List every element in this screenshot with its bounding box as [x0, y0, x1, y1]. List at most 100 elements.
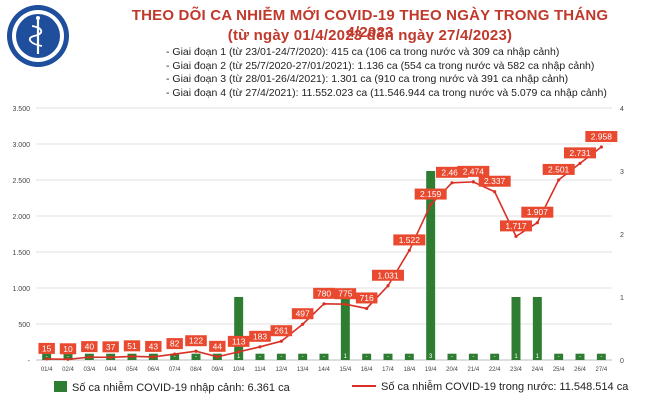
chart-subtitle: (từ ngày 01/4/2023 đến ngày 27/4/2023): [227, 27, 513, 44]
bar-imported: [319, 353, 329, 360]
bar-value-label: -: [67, 354, 69, 360]
y-tick-left: 3.000: [12, 142, 30, 149]
line-value-label: 716: [360, 293, 374, 303]
x-tick-label: 04/4: [105, 367, 117, 373]
line-value-label: 1.522: [399, 235, 421, 245]
x-tick-label: 07/4: [169, 367, 181, 373]
line-label-box: [81, 341, 98, 353]
line-label-box: [355, 292, 378, 304]
x-tick-label: 03/4: [83, 367, 95, 373]
line-point: [514, 234, 518, 238]
stage-4-text: - Giai đoạn 4 (từ 27/4/2021): 11.552.023…: [166, 86, 607, 99]
bar-imported: [511, 297, 521, 360]
legend-imported: Số ca nhiễm COVID-19 nhập cảnh: 6.361 ca: [54, 381, 290, 394]
bar-imported: [532, 297, 542, 360]
x-tick-label: 16/4: [361, 367, 373, 373]
line-label-box: [209, 340, 226, 352]
line-point: [109, 355, 113, 359]
line-label-box: [291, 308, 314, 320]
line-label-box: [334, 288, 357, 300]
bar-imported: [191, 353, 201, 360]
legend-line-swatch: [352, 385, 376, 387]
bar-imported: [554, 353, 564, 360]
line-point: [343, 302, 347, 306]
line-label-box: [521, 206, 554, 218]
bar-value-label: 1: [237, 354, 241, 360]
line-point: [535, 221, 539, 225]
stage-2-text: - Giai đoạn 2 (từ 25/7/2020-27/01/2021):…: [166, 59, 595, 72]
line-point: [130, 354, 134, 358]
bar-imported: [362, 353, 372, 360]
line-point: [301, 322, 305, 326]
y-tick-left: 1.000: [12, 286, 30, 293]
line-value-label: 82: [170, 339, 180, 349]
bar-value-label: -: [408, 354, 410, 360]
bar-imported: [63, 353, 73, 360]
bar-imported: [340, 297, 350, 360]
bar-value-label: -: [46, 354, 48, 360]
line-point: [450, 181, 454, 185]
line-point: [365, 306, 369, 311]
y-tick-left: 2.500: [12, 178, 30, 185]
line-value-label: 261: [274, 326, 288, 336]
line-point: [557, 178, 561, 182]
line-point: [429, 202, 433, 207]
line-label-box: [457, 165, 490, 177]
stage-summary: - Giai đoạn 1 (từ 23/01-24/7/2020): 415 …: [166, 46, 607, 100]
line-point: [279, 339, 283, 343]
x-tick-label: 19/4: [425, 367, 437, 373]
line-value-label: 2.337: [484, 176, 506, 186]
line-value-label: 1.717: [505, 221, 527, 231]
line-point: [471, 180, 475, 184]
line-label-box: [478, 175, 511, 187]
bar-imported: [404, 353, 414, 360]
line-point: [66, 357, 70, 361]
y-tick-right: 0: [620, 358, 624, 365]
line-label-box: [414, 188, 447, 200]
line-value-label: 2.958: [591, 132, 613, 142]
bar-value-label: -: [600, 354, 602, 360]
bar-imported: [468, 353, 478, 360]
line-label-box: [372, 269, 404, 281]
line-point: [237, 350, 241, 354]
x-tick-label: 23/4: [510, 367, 522, 373]
x-tick-label: 18/4: [403, 367, 415, 373]
x-tick-label: 14/4: [318, 367, 330, 373]
bar-imported: [596, 353, 606, 360]
line-value-label: 780: [317, 288, 331, 298]
line-point: [599, 145, 603, 149]
line-point: [215, 355, 219, 359]
line-value-label: 497: [296, 309, 310, 319]
line-label-box: [270, 325, 293, 337]
line-value-label: 51: [127, 341, 137, 351]
bar-value-label: -: [195, 354, 197, 360]
line-label-box: [393, 234, 426, 246]
bar-imported: [255, 353, 265, 360]
x-tick-label: 08/4: [190, 367, 202, 373]
line-label-box: [123, 340, 141, 352]
y-tick-left: 2.000: [12, 214, 30, 221]
y-tick-right: 3: [620, 169, 624, 176]
stage-1-text: - Giai đoạn 1 (từ 23/01-24/7/2020): 415 …: [166, 46, 560, 58]
bar-value-label: -: [387, 354, 389, 360]
line-value-label: 775: [338, 289, 352, 299]
line-value-label: 122: [189, 336, 203, 346]
bar-value-label: -: [366, 354, 368, 360]
line-label-box: [249, 330, 271, 342]
x-tick-label: 24/4: [531, 367, 543, 373]
line-label-box: [185, 335, 207, 347]
bar-imported: [426, 171, 436, 360]
line-label-box: [436, 166, 468, 178]
line-point: [493, 190, 497, 194]
y-tick-left: 1.500: [12, 250, 30, 257]
x-tick-label: 06/4: [147, 367, 159, 373]
line-value-label: 2.731: [569, 148, 591, 158]
x-tick-label: 10/4: [233, 367, 245, 373]
bar-value-label: -: [494, 354, 496, 360]
line-point: [194, 349, 198, 353]
line-value-label: 1.907: [527, 207, 549, 217]
line-value-label: 44: [213, 341, 223, 351]
line-value-label: 2.461: [441, 167, 463, 177]
bar-imported: [490, 353, 500, 360]
